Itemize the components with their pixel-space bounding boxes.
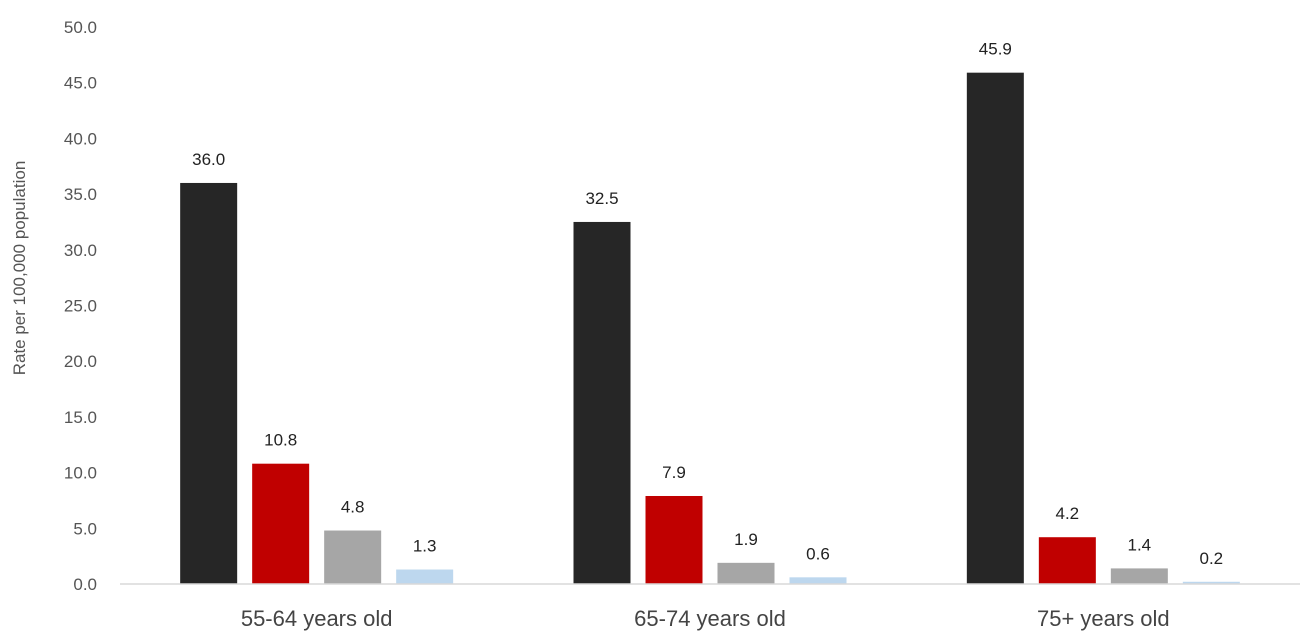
bar	[966, 72, 1024, 584]
y-tick-label: 10.0	[64, 464, 97, 483]
x-tick-label: 55-64 years old	[241, 606, 393, 631]
data-label: 0.2	[1200, 549, 1224, 568]
data-label: 10.8	[264, 431, 297, 450]
data-label: 4.2	[1056, 504, 1080, 523]
y-tick-label: 50.0	[64, 18, 97, 37]
x-tick-label: 65-74 years old	[634, 606, 786, 631]
y-tick-label: 20.0	[64, 352, 97, 371]
y-tick-label: 30.0	[64, 241, 97, 260]
y-tick-label: 0.0	[73, 575, 97, 594]
bar	[324, 530, 382, 584]
bar	[645, 495, 703, 584]
y-tick-label: 35.0	[64, 185, 97, 204]
data-labels: 36.0 10.8 4.8 1.3 32.5 7.9 1.9 0.6 45.9 4.2 1.4 0.2	[192, 40, 1223, 568]
y-tick-label: 45.0	[64, 74, 97, 93]
data-label: 1.4	[1128, 535, 1152, 554]
y-tick-label: 40.0	[64, 129, 97, 148]
bar	[180, 182, 238, 584]
bar	[1038, 537, 1096, 584]
y-tick-label: 5.0	[73, 519, 97, 538]
y-axis-ticks: 0.0 5.0 10.0 15.0 20.0 25.0 30.0 35.0 40.0 45.0 50…	[64, 18, 97, 594]
bar	[1182, 581, 1240, 584]
x-tick-label: 75+ years old	[1037, 606, 1170, 631]
bar	[1110, 568, 1168, 584]
y-tick-label: 15.0	[64, 408, 97, 427]
data-label: 32.5	[585, 189, 618, 208]
x-axis-ticks: 55-64 years old 65-74 years old 75+ years …	[241, 606, 1170, 631]
bar	[396, 569, 454, 584]
data-label: 45.9	[979, 40, 1012, 59]
y-axis-label: Rate per 100,000 population	[10, 161, 29, 376]
data-label: 7.9	[662, 463, 686, 482]
data-label: 0.6	[806, 544, 830, 563]
data-label: 4.8	[341, 498, 365, 517]
bar	[717, 562, 775, 584]
data-label: 1.9	[734, 530, 758, 549]
bar	[573, 221, 631, 584]
data-label: 1.3	[413, 537, 437, 556]
y-tick-label: 25.0	[64, 297, 97, 316]
bars	[180, 72, 1240, 584]
bar	[252, 463, 310, 584]
bar	[789, 577, 847, 584]
data-label: 36.0	[192, 150, 225, 169]
